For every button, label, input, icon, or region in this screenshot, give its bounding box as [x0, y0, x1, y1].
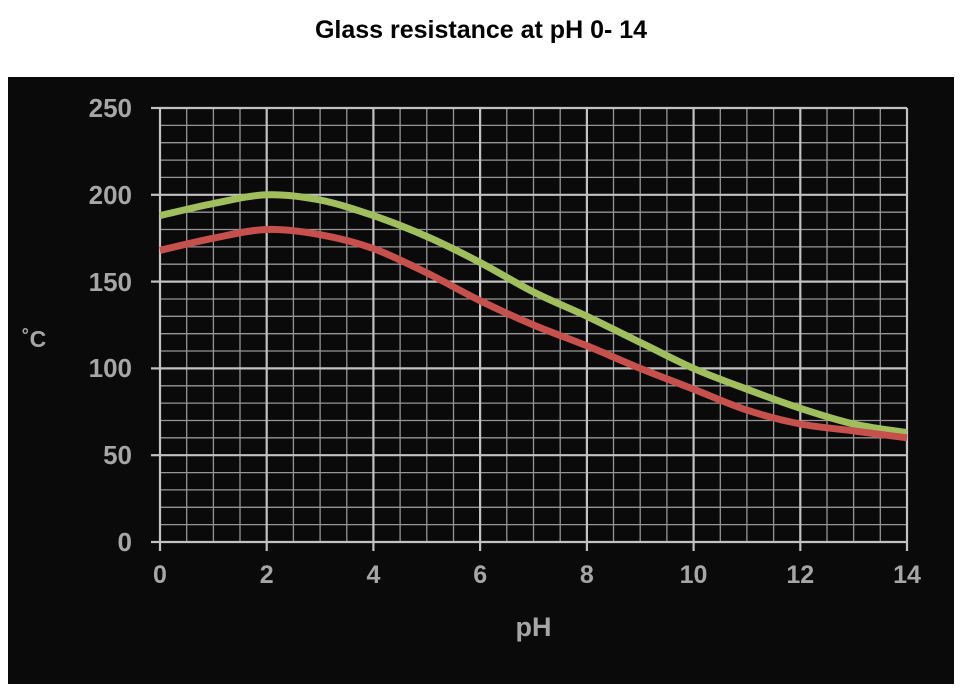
y-tick-label: 150	[88, 266, 132, 297]
x-tick-label: 4	[366, 561, 381, 589]
x-tick-label: 10	[679, 561, 708, 589]
x-axis-title: pH	[515, 612, 552, 642]
y-tick-label: 200	[88, 179, 132, 210]
x-tick-label: 0	[153, 561, 167, 589]
series-line-upper-curve-green	[159, 191, 908, 437]
series-line-lower-curve-red	[159, 225, 908, 442]
x-tick-label: 6	[473, 561, 488, 589]
y-tick-label: 0	[117, 527, 132, 557]
y-tick-label: 100	[88, 353, 132, 384]
y-tick-label: 50	[103, 440, 132, 471]
x-tick-label: 8	[579, 561, 594, 589]
y-tick-label: 250	[88, 93, 132, 123]
chart-title: Glass resistance at pH 0- 14	[314, 16, 648, 44]
x-tick-label: 12	[786, 561, 815, 589]
x-tick-label: 2	[259, 561, 274, 589]
x-tick-label: 14	[893, 561, 921, 589]
y-axis-title: ˚C	[22, 326, 47, 352]
